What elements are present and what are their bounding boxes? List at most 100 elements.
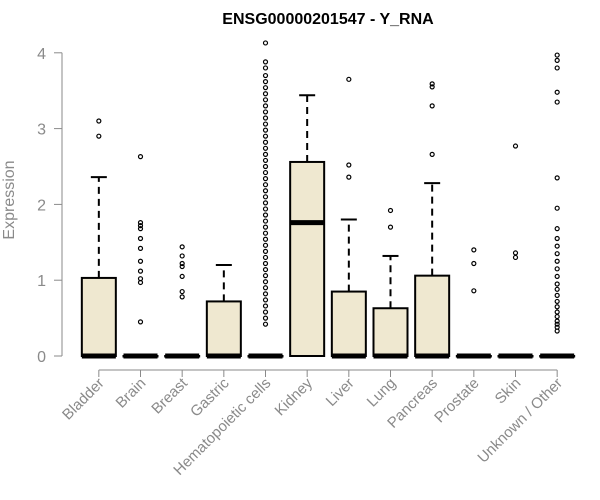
box-group — [80, 118, 117, 359]
outlier-point — [346, 174, 352, 180]
outlier-point — [262, 200, 269, 206]
outlier-point — [429, 151, 435, 157]
outlier-point — [262, 279, 269, 285]
outlier-point — [554, 235, 560, 242]
outlier-point — [179, 294, 185, 300]
y-tick-label: 2 — [37, 197, 46, 214]
outlier-point — [471, 260, 477, 267]
outlier-point — [554, 273, 560, 280]
outlier-point — [429, 103, 435, 109]
x-tick-label: Brain — [113, 375, 150, 412]
chart-title: ENSG00000201547 - Y_RNA — [222, 11, 434, 28]
outlier-point — [262, 169, 269, 176]
box-group — [539, 52, 576, 359]
outlier-point — [262, 194, 269, 200]
box — [80, 276, 117, 357]
outlier-point — [262, 260, 269, 267]
box-group — [247, 40, 284, 359]
outlier-point — [554, 286, 560, 292]
outlier-point — [262, 72, 269, 79]
outlier-point — [96, 133, 102, 139]
outlier-point — [137, 258, 144, 264]
outlier-point — [262, 85, 269, 91]
y-tick-label: 0 — [37, 349, 46, 366]
box — [330, 290, 367, 358]
outlier-point — [262, 133, 269, 139]
y-tick-label: 3 — [37, 122, 46, 139]
box-group — [164, 244, 201, 359]
outlier-point — [554, 57, 560, 63]
outlier-point — [262, 188, 269, 194]
outlier-point — [137, 268, 144, 274]
outlier-point — [262, 176, 269, 182]
outlier-point — [346, 162, 352, 168]
outlier-point — [387, 207, 394, 214]
outlier-point — [262, 151, 269, 157]
outlier-point — [137, 245, 144, 251]
outlier-point — [262, 109, 269, 115]
x-tick-label: Prostate — [431, 375, 483, 427]
outlier-point — [137, 319, 144, 325]
outlier-point — [262, 115, 269, 121]
outlier-point — [346, 76, 352, 82]
outlier-point — [554, 243, 560, 249]
outlier-point — [262, 40, 269, 46]
x-tick-label: Breast — [148, 374, 191, 417]
outlier-point — [262, 145, 269, 151]
outlier-point — [554, 298, 560, 305]
outlier-point — [179, 273, 185, 280]
outlier-point — [554, 226, 560, 232]
box-group — [497, 143, 534, 359]
box-group — [372, 207, 409, 359]
outlier-point — [554, 292, 560, 298]
outlier-point — [262, 224, 269, 230]
outlier-point — [179, 244, 185, 250]
outlier-point — [262, 285, 269, 291]
outlier-point — [262, 242, 269, 248]
outlier-point — [262, 163, 269, 170]
outlier-point — [512, 254, 519, 261]
outlier-point — [262, 230, 269, 236]
outlier-point — [179, 253, 185, 259]
outlier-point — [262, 291, 269, 297]
outlier-point — [262, 206, 269, 212]
box-group — [414, 81, 451, 359]
outlier-point — [554, 309, 560, 315]
outlier-point — [262, 121, 269, 127]
outlier-point — [554, 281, 560, 287]
box-group — [455, 247, 492, 359]
x-tick-label: Lung — [364, 375, 400, 411]
y-tick-label: 4 — [37, 46, 46, 63]
outlier-point — [179, 260, 185, 267]
outlier-point — [137, 226, 144, 232]
y-axis-label: Expression — [1, 160, 18, 239]
box — [205, 300, 242, 358]
y-axis: 0 1 2 3 4 — [37, 46, 63, 366]
box — [289, 160, 326, 357]
outlier-point — [262, 65, 269, 71]
outlier-point — [96, 118, 102, 124]
outlier-point — [512, 250, 519, 256]
outlier-point — [262, 139, 269, 145]
outlier-point — [262, 79, 269, 85]
outlier-point — [554, 65, 560, 71]
outlier-point — [262, 212, 269, 218]
outlier-point — [262, 248, 269, 254]
x-tick-label: Kidney — [272, 374, 317, 419]
outlier-point — [137, 276, 144, 282]
outlier-point — [262, 157, 269, 164]
outlier-point — [471, 288, 477, 294]
outlier-point — [262, 236, 269, 242]
outlier-point — [262, 218, 269, 224]
outlier-point — [262, 97, 269, 103]
outlier-point — [554, 52, 560, 58]
outlier-point — [429, 84, 435, 90]
outlier-point — [262, 254, 269, 261]
outlier-point — [137, 154, 144, 160]
outlier-point — [262, 297, 269, 303]
box — [372, 307, 409, 358]
outlier-point — [471, 247, 477, 253]
x-tick-label: Liver — [323, 375, 358, 410]
